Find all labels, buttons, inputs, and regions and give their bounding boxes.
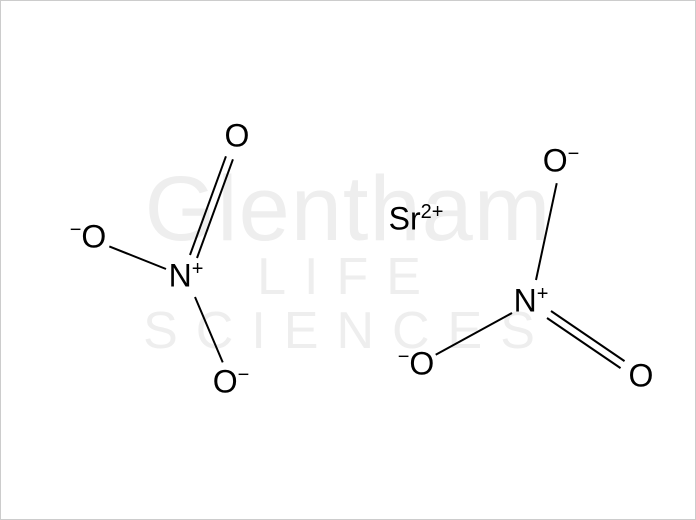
atom-N1: N+ [169,258,204,295]
atom-O2a: O− [543,143,580,180]
atom-N2: N+ [514,283,549,320]
atom-O2b: −O [398,346,435,383]
bond [535,183,558,280]
bond [108,245,166,270]
bond [196,159,234,258]
bond [551,310,626,362]
atom-O1b: −O [70,219,107,256]
atom-O1c: O− [213,364,250,401]
atom-O1a: O [225,118,250,155]
bond [194,297,224,363]
atom-Sr: Sr2+ [389,201,444,238]
atom-O2c: O [629,358,654,395]
bond [189,156,227,255]
bond [435,312,512,356]
watermark: Glentham LIFE SCIENCES [143,161,553,359]
bond [546,317,621,369]
watermark-bottom: LIFE SCIENCES [143,250,553,359]
